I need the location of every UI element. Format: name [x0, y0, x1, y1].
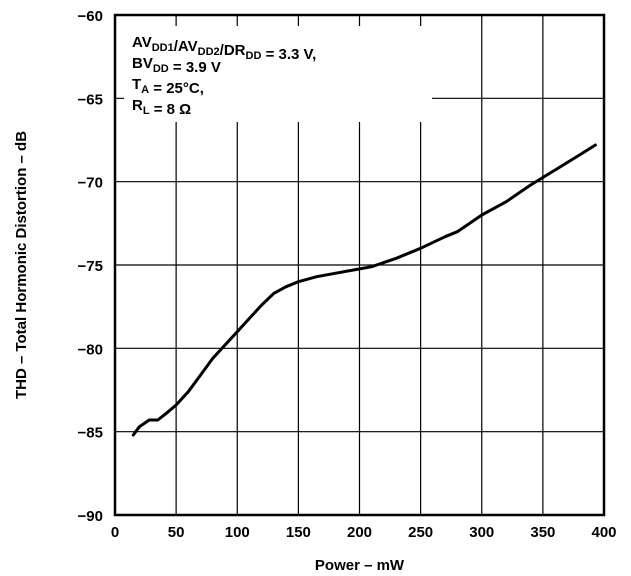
x-tick-label: 250 [408, 524, 433, 541]
y-axis-ticks: −60 −65 −70 −75 −80 −85 −90 [78, 8, 103, 525]
condition-line: RL = 8 Ω [132, 97, 191, 118]
y-tick-label: −60 [78, 8, 103, 25]
y-tick-label: −80 [78, 341, 103, 358]
x-tick-label: 100 [225, 524, 250, 541]
conditions-background [124, 26, 432, 122]
condition-line: AVDD1/AVDD2/DRDD = 3.3 V, [132, 34, 316, 63]
plot-frame [113, 13, 606, 517]
x-tick-label: 350 [530, 524, 555, 541]
y-tick-label: −90 [78, 508, 103, 525]
y-tick-label: −75 [78, 258, 103, 275]
x-axis-title: Power – mW [315, 557, 405, 574]
y-axis-title: THD – Total Hormonic Distortion – dB [13, 131, 30, 399]
condition-line: BVDD = 3.9 V [132, 55, 221, 76]
x-tick-label: 400 [591, 524, 616, 541]
x-tick-label: 150 [286, 524, 311, 541]
x-axis-ticks: 0 50 100 150 200 250 300 350 400 [111, 524, 617, 541]
y-tick-label: −85 [78, 425, 103, 442]
series-line [131, 143, 597, 437]
x-tick-label: 200 [347, 524, 372, 541]
y-tick-label: −70 [78, 175, 103, 192]
condition-line: TA = 25°C, [132, 76, 204, 97]
test-conditions: AVDD1/AVDD2/DRDD = 3.3 V,BVDD = 3.9 VTA … [132, 34, 316, 118]
x-tick-label: 0 [111, 524, 119, 541]
y-tick-label: −65 [78, 91, 103, 108]
x-tick-label: 50 [168, 524, 185, 541]
x-tick-label: 300 [469, 524, 494, 541]
